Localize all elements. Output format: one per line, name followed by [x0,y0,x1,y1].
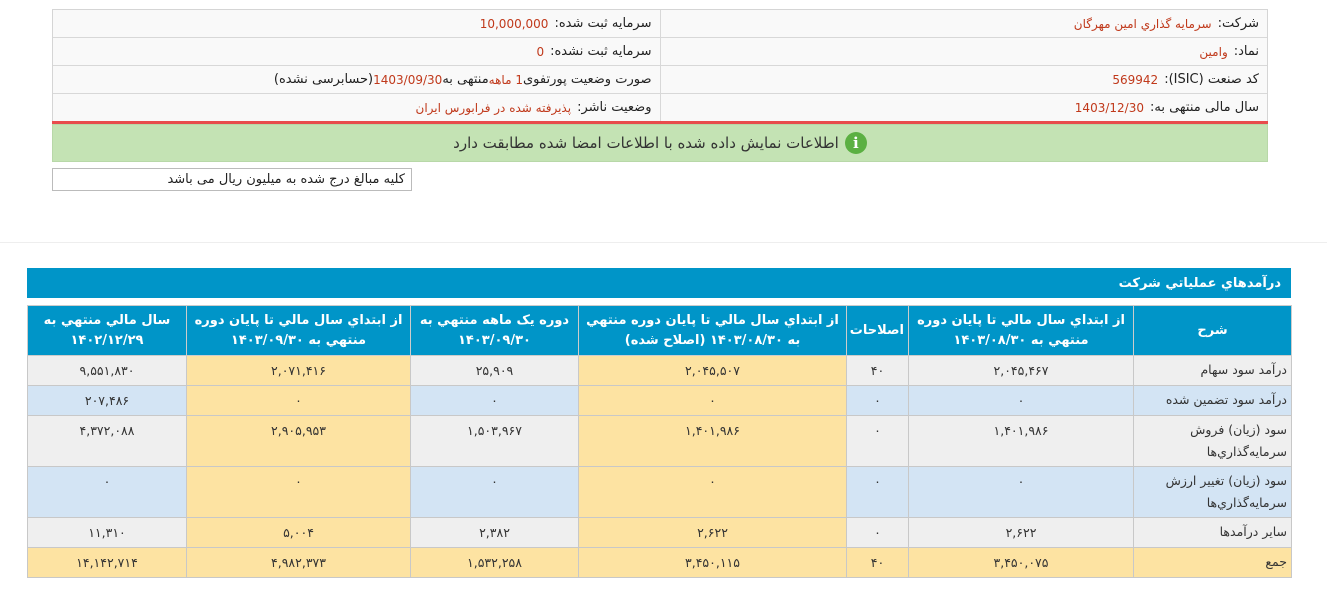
column-header: اصلاحات [846,305,909,356]
column-header: دوره يک ماهه منتهي به ۱۴۰۳/۰۹/۳۰ [410,305,579,356]
value-cell: ۹,۵۵۱,۸۳۰ [27,355,187,386]
value-cell: ۳,۴۵۰,۱۱۵ [578,547,847,578]
table-row: ساير درآمدها ۲,۶۲۲ ۰ ۲,۶۲۲ ۲,۳۸۲ ۵,۰۰۴ ۱۱,۳۱۰ [27,517,1292,548]
value-cell: ۰ [846,415,909,467]
value-cell: ۲,۰۷۱,۴۱۶ [186,355,411,386]
column-header: از ابتداي سال مالي تا پايان دوره منتهي ب… [908,305,1134,356]
symbol-field: نماد: وامین [659,38,1268,65]
value-cell: ۴,۹۸۲,۳۷۳ [186,547,411,578]
value-cell: ۱۴,۱۴۲,۷۱۴ [27,547,187,578]
value-cell: ۰ [846,517,909,548]
fiscal-year-field: سال مالی منتهی به: 1403/12/30 [659,94,1268,121]
company-name: سرمايه گذاري امين مهرگان [1073,16,1212,31]
publisher-status-field: وضعیت ناشر: پذیرفته شده در فرابورس ایران [415,100,652,115]
value-cell: ۲۵,۹۰۹ [410,355,579,386]
company-info-panel: شرکت: سرمايه گذاري امين مهرگان سرمایه ثبت… [52,9,1268,122]
value-cell: ۲,۰۴۵,۴۶۷ [908,355,1134,386]
value-cell: ۰ [578,466,847,518]
row-label: سود (زيان) فروش سرمايه‌گذاري‌ها [1133,415,1292,467]
company-field: شرکت: سرمايه گذاري امين مهرگان [659,10,1268,37]
row-label: درآمد سود سهام [1133,355,1292,386]
table-row: سود (زيان) فروش سرمايه‌گذاري‌ها ۱,۴۰۱,۹۸۶… [27,415,1292,467]
value-cell: ۰ [846,385,909,416]
value-cell: ۰ [27,466,187,518]
value-cell: ۰ [908,385,1134,416]
value-cell: ۰ [908,466,1134,518]
divider [52,121,1268,124]
column-header: از ابتداي سال مالي تا پايان دوره منتهي ب… [186,305,411,356]
value-cell: ۴,۳۷۲,۰۸۸ [27,415,187,467]
column-header: شرح [1133,305,1292,356]
unit-note: کلیه مبالغ درج شده به میلیون ریال می باش… [52,168,412,191]
value-cell: ۴۰ [846,355,909,386]
value-cell: ۰ [186,466,411,518]
value-cell: ۱۱,۳۱۰ [27,517,187,548]
table-row: جمع ۳,۴۵۰,۰۷۵ ۴۰ ۳,۴۵۰,۱۱۵ ۱,۵۳۲,۲۵۸ ۴,۹۸۲,۳۷… [27,547,1292,578]
row-label: درآمد سود تضمين شده [1133,385,1292,416]
info-icon: i [844,132,867,154]
value-cell: ۲۰۷,۴۸۶ [27,385,187,416]
row-label: جمع [1133,547,1292,578]
value-cell: ۰ [410,466,579,518]
column-header: از ابتداي سال مالي تا پايان دوره منتهي ب… [578,305,847,356]
row-label: ساير درآمدها [1133,517,1292,548]
value-cell: ۱,۵۳۲,۲۵۸ [410,547,579,578]
value-cell: ۵,۰۰۴ [186,517,411,548]
report-title: صورت وضعیت پورتفوی 1 ماهه منتهی به 1403/09… [273,72,652,87]
operating-revenue-table: شرح از ابتداي سال مالي تا پايان دوره منته… [27,305,1292,578]
value-cell: ۲,۰۴۵,۵۰۷ [578,355,847,386]
value-cell: ۲,۹۰۵,۹۵۳ [186,415,411,467]
column-header: سال مالي منتهي به ۱۴۰۲/۱۲/۲۹ [27,305,187,356]
value-cell: ۲,۶۲۲ [578,517,847,548]
registered-capital-field: سرمایه ثبت شده: 10,000,000 [479,16,652,31]
value-cell: ۰ [846,466,909,518]
value-cell: ۰ [578,385,847,416]
table-row: درآمد سود تضمين شده ۰ ۰ ۰ ۰ ۰ ۲۰۷,۴۸۶ [27,385,1292,416]
value-cell: ۳,۴۵۰,۰۷۵ [908,547,1134,578]
table-row: درآمد سود سهام ۲,۰۴۵,۴۶۷ ۴۰ ۲,۰۴۵,۵۰۷ ۲۵,۹۰۹… [27,355,1292,386]
isic-field: کد صنعت (ISIC): 569942 [659,66,1268,93]
unregistered-capital-field: سرمایه ثبت نشده: 0 [536,44,652,59]
value-cell: ۱,۴۰۱,۹۸۶ [908,415,1134,467]
value-cell: ۰ [410,385,579,416]
value-cell: ۲,۳۸۲ [410,517,579,548]
value-cell: ۰ [186,385,411,416]
value-cell: ۱,۵۰۳,۹۶۷ [410,415,579,467]
value-cell: ۱,۴۰۱,۹۸۶ [578,415,847,467]
section-divider [0,242,1327,243]
row-label: سود (زيان) تغيير ارزش سرمايه‌گذاري‌ها [1133,466,1292,518]
value-cell: ۲,۶۲۲ [908,517,1134,548]
table-row: سود (زيان) تغيير ارزش سرمايه‌گذاري‌ها ۰ ۰ ۰… [27,466,1292,518]
table-title: درآمدهاي عملياتي شرکت [27,268,1291,298]
value-cell: ۴۰ [846,547,909,578]
verification-notice: i اطلاعات نمایش داده شده با اطلاعات امضا… [52,124,1268,162]
